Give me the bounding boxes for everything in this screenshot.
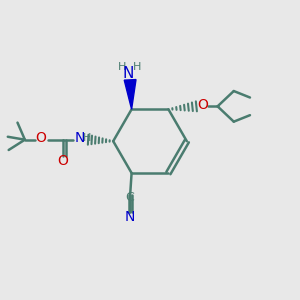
Text: O: O — [36, 131, 46, 145]
Text: O: O — [58, 154, 69, 168]
Polygon shape — [124, 80, 136, 109]
Text: N: N — [123, 67, 134, 82]
Text: H: H — [132, 62, 141, 73]
Text: N: N — [74, 131, 85, 145]
Text: H: H — [118, 62, 126, 73]
Text: C: C — [126, 191, 134, 204]
Text: O: O — [197, 98, 208, 112]
Text: N: N — [125, 210, 135, 224]
Text: H: H — [82, 133, 91, 143]
